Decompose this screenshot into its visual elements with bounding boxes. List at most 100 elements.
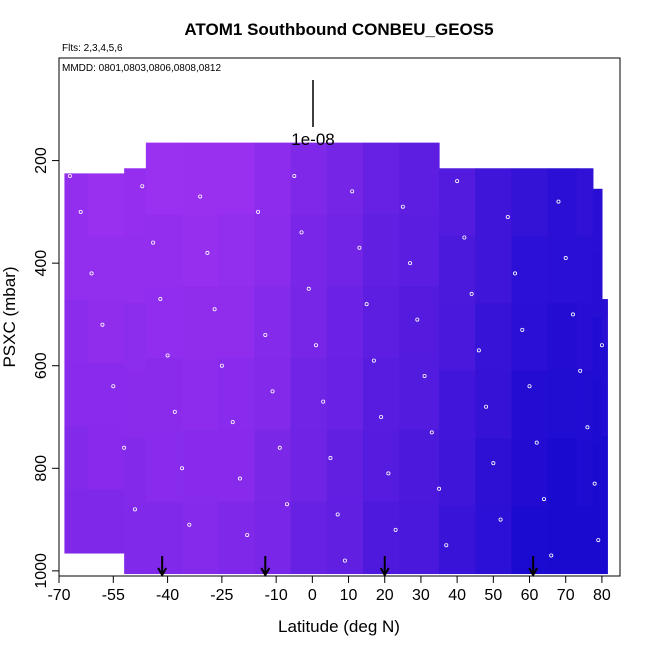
sample-point: [270, 389, 275, 394]
heatmap-cell: [87, 299, 125, 364]
sample-point: [205, 250, 210, 255]
heatmap-cell: [64, 489, 89, 554]
sample-point: [328, 456, 333, 461]
y-tick-label: 800: [33, 455, 50, 482]
scale-bar-label: 1e-08: [291, 130, 334, 149]
x-tick-label: 30: [412, 587, 430, 604]
sample-point: [237, 476, 242, 481]
heatmap-cell: [182, 429, 219, 503]
heatmap-cell: [601, 527, 608, 575]
heatmap-cell: [439, 168, 476, 237]
heatmap-cell: [592, 445, 603, 510]
heatmap-cell: [87, 489, 125, 554]
heatmap-cell: [439, 505, 476, 575]
y-tick-label: 600: [33, 352, 50, 379]
heatmap-cell: [182, 142, 219, 216]
sample-point: [578, 368, 583, 373]
sample-point: [469, 291, 474, 296]
heatmap-cell: [475, 505, 513, 575]
heatmap-cell: [601, 436, 608, 483]
heatmap-cell: [363, 142, 400, 216]
x-tick-label: 0: [308, 587, 317, 604]
heatmap-cell: [145, 501, 183, 575]
heatmap-cell: [64, 363, 89, 428]
heatmap-cell: [511, 438, 549, 507]
sample-point: [415, 317, 420, 322]
heatmap-cell: [601, 299, 608, 346]
sample-point: [599, 343, 604, 348]
heatmap-cell: [218, 501, 256, 575]
heatmap-cell: [576, 168, 594, 237]
sample-point: [263, 332, 268, 337]
sample-point: [219, 363, 224, 368]
sample-point: [429, 430, 434, 435]
heatmap-cell: [326, 214, 364, 287]
heatmap-cell: [124, 303, 147, 372]
heatmap-cell: [475, 438, 513, 507]
sample-point: [198, 194, 203, 199]
sample-point: [498, 517, 503, 522]
heatmap-cell: [547, 505, 578, 575]
heatmap-cell: [439, 438, 476, 507]
sample-point: [491, 461, 496, 466]
y-axis: 200 400 600 800 1000: [33, 147, 59, 589]
heatmap-cell: [326, 358, 364, 431]
sample-point: [400, 204, 405, 209]
heatmap-cell: [182, 286, 219, 359]
heatmap-cell: [511, 235, 549, 304]
sample-points-layer: [67, 173, 604, 563]
heatmap-cell: [182, 501, 219, 575]
sample-point: [541, 497, 546, 502]
sample-point: [321, 399, 326, 404]
x-tick-label: 80: [593, 587, 611, 604]
heatmap-cell: [145, 429, 183, 503]
heatmap-cell: [363, 501, 400, 575]
y-tick-label: 400: [33, 250, 50, 277]
sample-point: [549, 553, 554, 558]
sample-point: [455, 179, 460, 184]
heatmap-cell: [290, 358, 328, 431]
heatmap-cell: [547, 370, 578, 439]
sample-point: [122, 445, 127, 450]
sample-point: [335, 512, 340, 517]
heatmap-cell: [475, 168, 513, 237]
sample-point: [484, 404, 489, 409]
heatmap-cell: [254, 358, 292, 431]
heatmap-cell: [592, 381, 603, 446]
sample-point: [408, 261, 413, 266]
heatmap-cell: [124, 370, 147, 439]
heatmap-cell: [145, 142, 183, 216]
plot-frame: [58, 57, 621, 577]
heatmap-cell: [290, 286, 328, 359]
sample-point: [140, 184, 145, 189]
arrow-head: [528, 567, 539, 578]
x-axis: -70 -55 -40 -25 -10 0 10 20 30 40 50 60 70 80: [47, 576, 611, 604]
heatmap-cell: [254, 214, 292, 287]
heatmap-cell: [64, 426, 89, 491]
heatmap-cell: [290, 501, 328, 575]
sample-point: [313, 343, 318, 348]
sample-point: [306, 286, 311, 291]
x-tick-label: -55: [102, 587, 125, 604]
heatmap-cell: [64, 299, 89, 364]
heatmap-cell: [218, 429, 256, 503]
sample-point: [585, 425, 590, 430]
scale-bar: 1e-08: [291, 80, 335, 149]
x-tick-label: 70: [557, 587, 575, 604]
x-tick-label: -25: [210, 587, 233, 604]
heatmap-cell: [475, 303, 513, 372]
sample-point: [133, 507, 138, 512]
x-axis-title: Latitude (deg N): [278, 617, 400, 636]
sample-point: [444, 543, 449, 548]
heatmap-cell: [124, 168, 147, 237]
heatmap-cell: [290, 429, 328, 503]
x-tick-label: 10: [340, 587, 358, 604]
heatmap-cell: [254, 501, 292, 575]
heatmap-cell: [363, 429, 400, 503]
heatmap-cell: [475, 370, 513, 439]
heatmap-cell: [145, 358, 183, 431]
heatmap-cell: [363, 358, 400, 431]
heatmap-cell: [124, 235, 147, 304]
x-tick-label: 50: [484, 587, 502, 604]
